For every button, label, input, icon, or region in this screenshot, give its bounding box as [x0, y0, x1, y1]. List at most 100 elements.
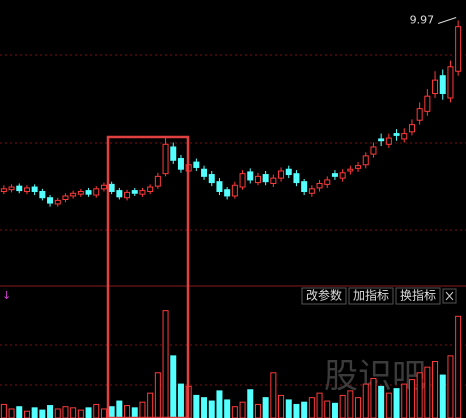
candle-body [316, 182, 323, 189]
candle-body [193, 161, 200, 168]
button-label[interactable]: 换指标 [400, 288, 436, 303]
candle-body [162, 143, 169, 175]
volume-bar [124, 405, 131, 418]
volume-bar [308, 397, 315, 418]
candle-body [70, 192, 77, 197]
candle-body [93, 188, 100, 196]
volume-bar [254, 403, 261, 418]
button[interactable] [301, 287, 347, 305]
candle-body [147, 186, 154, 192]
volume-bar [324, 400, 331, 418]
volume-bar [355, 397, 362, 418]
candle-body [154, 175, 161, 187]
candle-body [331, 173, 338, 177]
candle-body [62, 195, 69, 200]
volume-bar [62, 406, 69, 418]
button-label[interactable]: 改参数 [306, 288, 342, 303]
candle-body [108, 183, 115, 192]
candle-body [370, 146, 377, 155]
volume-bar [385, 392, 392, 418]
candle-body [124, 191, 131, 199]
candle-body [416, 108, 423, 121]
candle-body [8, 186, 15, 191]
candle-body [293, 173, 300, 184]
candle-body [378, 138, 385, 142]
volume-bar [370, 377, 377, 418]
volume-bar [378, 385, 385, 418]
volume-bar [416, 372, 423, 418]
volume-bar [93, 403, 100, 418]
candle-body [362, 155, 369, 166]
volume-bar [285, 399, 292, 418]
candle-body [224, 189, 231, 197]
candle-body [247, 171, 254, 181]
volume-bar [216, 390, 223, 418]
candle-body [54, 199, 61, 205]
candle-body [439, 75, 446, 95]
volume-bar [162, 310, 169, 418]
candle-body [139, 190, 146, 195]
volume-bar [362, 383, 369, 418]
candle-body [85, 190, 92, 195]
arrow-icon: ↓ [2, 289, 11, 302]
volume-bar [131, 407, 138, 418]
candle-body [408, 124, 415, 133]
volume-bar [331, 402, 338, 418]
volume-bar [262, 397, 269, 418]
candle-body [254, 175, 261, 184]
candle-body [447, 66, 454, 99]
marks: 9.97 [0, 13, 462, 418]
button[interactable] [348, 287, 394, 305]
candle-body [201, 168, 208, 177]
close-icon[interactable] [445, 291, 454, 301]
candle-body [455, 26, 462, 72]
candle-body [231, 184, 238, 197]
volume-bar [147, 392, 154, 418]
candle-body [301, 181, 308, 192]
candle-body [77, 190, 84, 195]
volume-bar [424, 366, 431, 418]
volume-bar [301, 401, 308, 418]
candle-body [347, 168, 354, 172]
volume-bar [201, 397, 208, 418]
candle-body [177, 158, 184, 170]
volume-bar [54, 408, 61, 418]
volume-bar [432, 361, 439, 418]
candle-body [385, 137, 392, 145]
button[interactable] [395, 287, 441, 305]
volume-bar [239, 401, 246, 418]
volume-bar [139, 401, 146, 418]
volume-bar [85, 407, 92, 418]
candle-body [0, 188, 7, 192]
volume-bar [393, 388, 400, 418]
volume-bar [278, 394, 285, 418]
candle-body [170, 146, 177, 161]
candle-body [424, 95, 431, 112]
volume-bar [39, 409, 46, 418]
button-label[interactable]: 加指标 [353, 288, 389, 303]
candle-body [100, 184, 107, 190]
volume-bar [23, 410, 30, 418]
candle-body [31, 186, 38, 192]
candle-body [116, 190, 123, 198]
candle-body [239, 173, 246, 188]
volume-bar [339, 394, 346, 418]
candle-body [324, 179, 331, 185]
volume-bar [0, 403, 7, 418]
candle-body [208, 174, 215, 184]
volume-bar [347, 390, 354, 418]
volume-bar [408, 379, 415, 418]
volume-bar [154, 372, 161, 418]
volume-bar [100, 408, 107, 418]
volume-bar [247, 389, 254, 418]
candle-body [355, 165, 362, 169]
candle-body [47, 197, 54, 204]
candle-body [16, 185, 23, 192]
volume-bar [401, 383, 408, 418]
volume-bar [270, 372, 277, 418]
volume-bar [16, 406, 23, 418]
volume-bar [31, 407, 38, 418]
volume-bar [193, 394, 200, 418]
